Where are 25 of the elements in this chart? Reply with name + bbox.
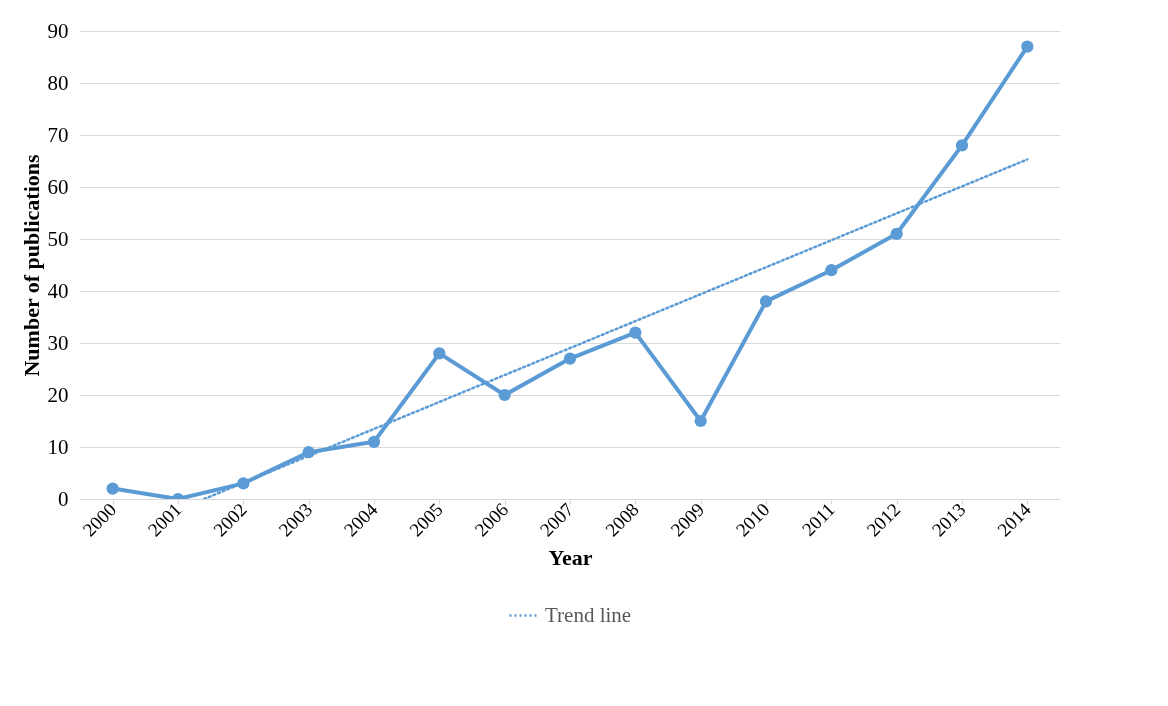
y-tick-label: 0	[58, 486, 69, 511]
y-axis-title: Number of publications	[18, 154, 44, 377]
y-tick-label: 40	[47, 278, 69, 303]
point	[825, 264, 838, 277]
x-axis-title: Year	[548, 545, 593, 571]
y-tick-label: 50	[47, 226, 69, 251]
point	[498, 388, 511, 402]
point	[1021, 40, 1034, 53]
point	[433, 347, 446, 360]
y-tick-label: 30	[47, 330, 69, 355]
point	[367, 435, 381, 448]
y-tick-label: 80	[47, 70, 69, 95]
y-tick-label: 10	[47, 434, 69, 459]
y-tick-label: 60	[47, 174, 69, 199]
point	[890, 227, 903, 240]
point	[759, 295, 773, 308]
point	[955, 139, 969, 152]
point	[106, 482, 119, 495]
point	[694, 414, 707, 428]
point	[629, 326, 642, 339]
y-tick-label: 70	[47, 122, 69, 147]
y-tick-label: 90	[47, 18, 69, 43]
point	[563, 352, 577, 365]
y-tick-label: 20	[47, 382, 69, 407]
legend-label: Trend line	[545, 602, 632, 627]
